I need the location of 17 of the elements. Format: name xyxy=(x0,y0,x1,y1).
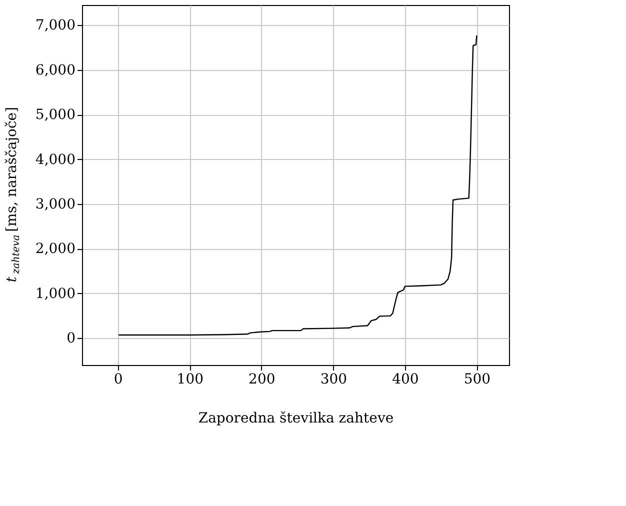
x-axis-title: Zaporedna številka zahteve xyxy=(198,410,394,426)
y-tick-label: 0 xyxy=(66,330,76,347)
y-tick-label: 1,000 xyxy=(35,286,76,302)
y-tick-label: 6,000 xyxy=(35,62,76,78)
line-series xyxy=(118,34,478,336)
y-tick-label: 5,000 xyxy=(35,107,76,124)
x-tick-label: 100 xyxy=(176,372,204,388)
y-tick-label: 3,000 xyxy=(35,196,76,213)
x-tick-label: 0 xyxy=(114,372,123,388)
x-tick-label: 500 xyxy=(464,372,491,388)
y-tick-label: 7,000 xyxy=(35,18,76,34)
y-axis-title: tzahteva [ms, naraščajoče] xyxy=(4,106,22,282)
y-tick-label: 4,000 xyxy=(35,152,76,168)
x-tick-label: 400 xyxy=(392,372,419,388)
x-tick-label: 200 xyxy=(248,372,276,388)
x-tick-label: 300 xyxy=(320,372,348,388)
y-tick-label: 2,000 xyxy=(35,241,76,258)
